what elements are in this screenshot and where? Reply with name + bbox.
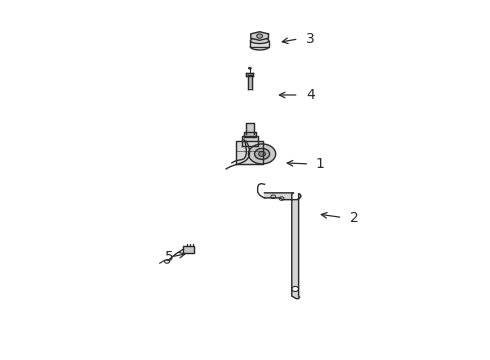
- Polygon shape: [183, 246, 194, 253]
- Circle shape: [248, 144, 276, 164]
- Circle shape: [292, 287, 298, 292]
- Text: 4: 4: [306, 88, 315, 102]
- Polygon shape: [265, 193, 301, 298]
- Circle shape: [257, 34, 263, 38]
- Circle shape: [254, 148, 270, 159]
- Circle shape: [259, 152, 266, 157]
- Polygon shape: [251, 32, 269, 40]
- Text: 2: 2: [350, 211, 359, 225]
- Text: 5: 5: [165, 250, 173, 264]
- Ellipse shape: [250, 38, 269, 44]
- Polygon shape: [250, 41, 269, 47]
- Ellipse shape: [250, 44, 269, 50]
- Polygon shape: [237, 141, 263, 164]
- Text: 3: 3: [306, 32, 315, 46]
- Circle shape: [248, 67, 251, 69]
- Text: 1: 1: [316, 157, 324, 171]
